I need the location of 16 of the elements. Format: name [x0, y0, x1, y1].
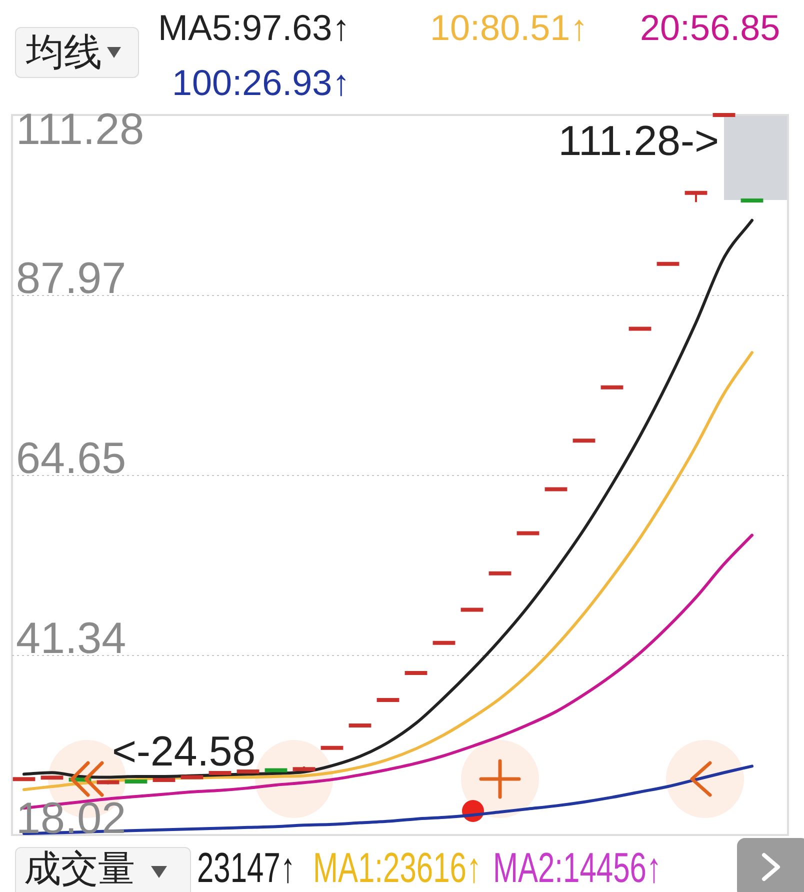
text: 10:80.51↑	[430, 6, 590, 50]
text: MA2:14456↑	[493, 846, 662, 892]
text: 100:26.93↑	[171, 61, 352, 105]
y-tick-label: 18.02	[16, 794, 126, 843]
text: MA1:23616↑	[313, 846, 482, 892]
text: 23147↑	[197, 846, 296, 892]
text: MA5:97.63↑	[158, 6, 352, 50]
dropdown-button: 成交量	[15, 847, 191, 892]
annotation: 111.28->	[558, 117, 719, 164]
y-tick-label: 87.97	[16, 254, 126, 303]
y-tick-label: 111.28	[16, 105, 144, 154]
annotation: <-24.58	[112, 727, 256, 774]
y-tick-label: 64.65	[16, 434, 126, 483]
y-tick-label: 41.34	[16, 614, 126, 663]
text: 20:56.85	[640, 6, 782, 50]
dropdown-button: 均线	[15, 27, 139, 78]
